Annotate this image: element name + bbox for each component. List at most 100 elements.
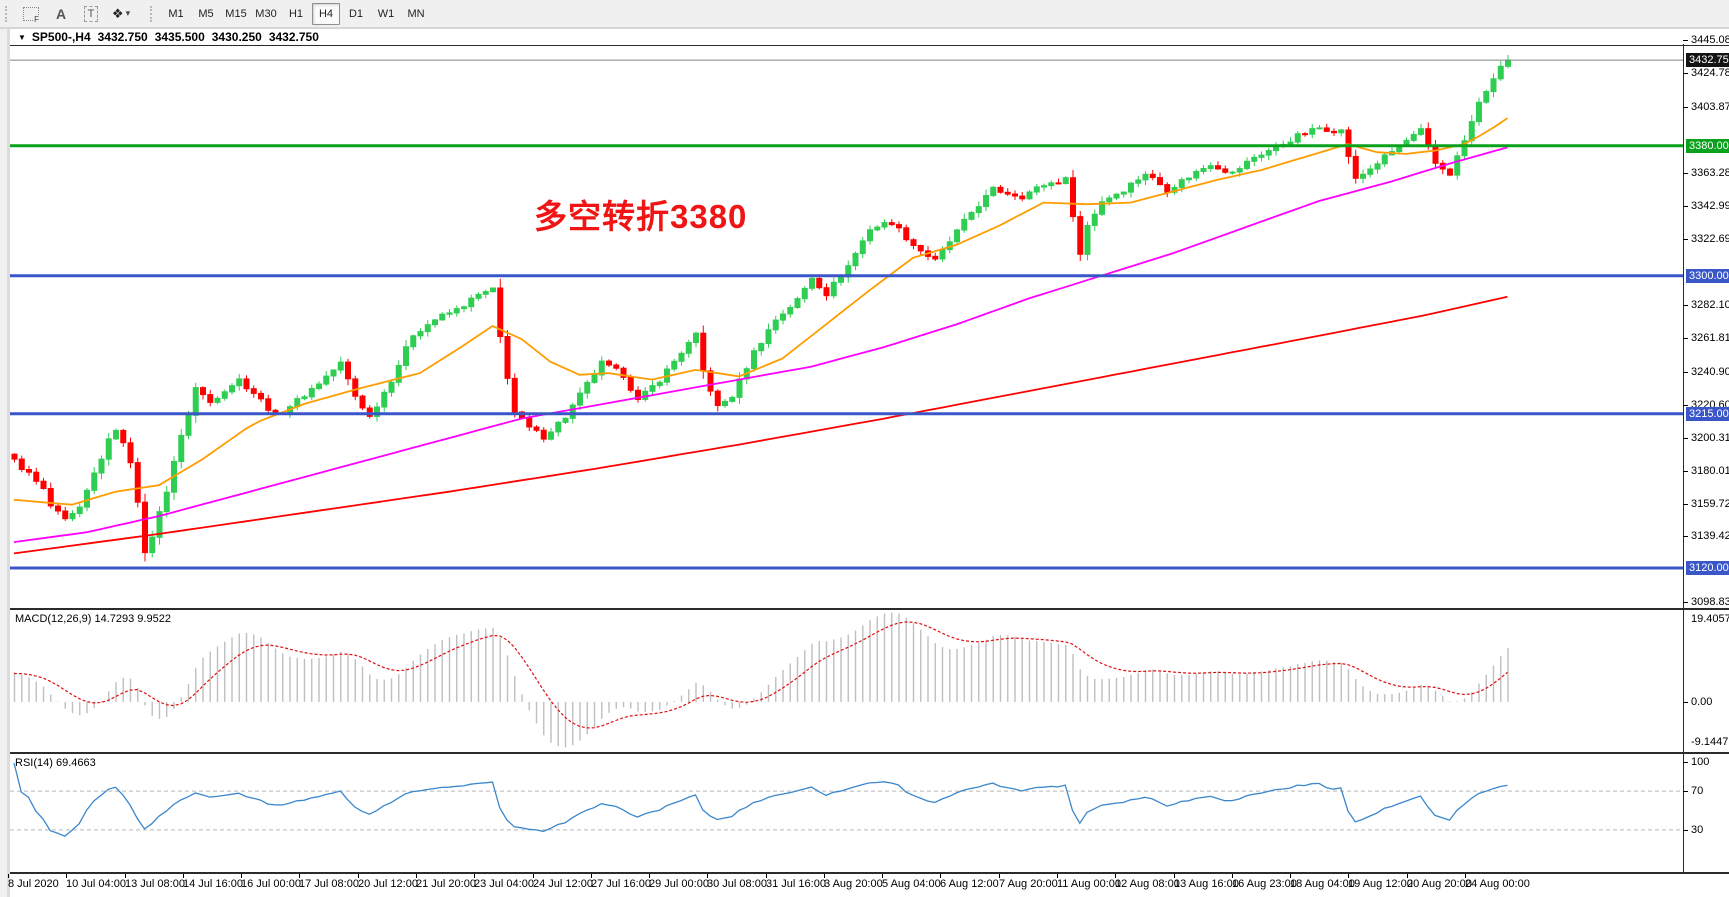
price-axis-label: 3342.990 xyxy=(1691,200,1729,212)
current-price-tag: 3432.750 xyxy=(1686,53,1729,67)
time-axis-label: 24 Aug 00:00 xyxy=(1465,878,1530,890)
timeframe-m5[interactable]: M5 xyxy=(198,7,214,20)
timeframe-m1[interactable]: M1 xyxy=(168,7,184,20)
toolbar-drag-handle[interactable] xyxy=(150,5,156,22)
time-axis-tick xyxy=(1232,874,1233,878)
rsi-axis-tick xyxy=(1683,830,1688,831)
time-axis-label: 7 Aug 20:00 xyxy=(999,878,1058,890)
price-axis-tick xyxy=(1683,536,1688,537)
time-axis-tick xyxy=(416,874,417,878)
time-axis-border xyxy=(10,872,1729,874)
price-axis-tick xyxy=(1683,338,1688,339)
rsi-panel[interactable] xyxy=(10,754,1683,872)
symbol-period-label: SP500-,H4 xyxy=(31,30,91,44)
price-axis-label: 3322.695 xyxy=(1691,233,1729,245)
time-axis-label: 6 Aug 12:00 xyxy=(940,878,999,890)
time-axis-tick xyxy=(882,874,883,878)
level-tag: 3215.000 xyxy=(1686,407,1729,421)
timeframe-m15[interactable]: M15 xyxy=(225,7,247,20)
ma-medium-line xyxy=(13,146,1508,543)
rsi-axis-label: 100 xyxy=(1691,756,1710,768)
time-axis-label: 24 Jul 12:00 xyxy=(533,878,593,890)
time-axis-tick xyxy=(1465,874,1466,878)
high-value: 3435.500 xyxy=(154,30,205,44)
price-axis-tick xyxy=(1683,438,1688,439)
chart-grid-button[interactable]: F xyxy=(19,4,43,24)
price-axis-label: 3139.425 xyxy=(1691,530,1729,542)
time-axis-tick xyxy=(766,874,767,878)
panel-separator[interactable] xyxy=(10,752,1729,754)
timeframe-h4[interactable]: H4 xyxy=(312,2,340,25)
price-axis-tick xyxy=(1683,107,1688,108)
timeframe-w1[interactable]: W1 xyxy=(377,7,395,20)
time-axis-label: 5 Aug 04:00 xyxy=(882,878,941,890)
time-axis xyxy=(10,874,1729,897)
time-axis-label: 3 Aug 20:00 xyxy=(824,878,883,890)
time-axis-tick xyxy=(8,874,9,878)
price-axis-label: 3261.810 xyxy=(1691,332,1729,344)
time-axis-tick xyxy=(707,874,708,878)
level-tag: 3300.000 xyxy=(1686,269,1729,283)
text-box-button[interactable]: T xyxy=(79,4,103,24)
macd-axis-label: 19.4057 xyxy=(1691,613,1729,625)
time-axis-tick xyxy=(591,874,592,878)
time-axis-label: 14 Jul 16:00 xyxy=(183,878,243,890)
rsi-label: RSI(14) 69.4663 xyxy=(15,757,96,769)
ma-slow-line xyxy=(13,295,1508,555)
timeframe-mn[interactable]: MN xyxy=(407,7,425,20)
time-axis-label: 29 Jul 00:00 xyxy=(649,878,709,890)
timeframe-m30[interactable]: M30 xyxy=(255,7,277,20)
macd-signal-line xyxy=(13,621,1508,729)
price-chart[interactable] xyxy=(10,46,1683,608)
low-value: 3430.250 xyxy=(211,30,262,44)
time-axis-label: 23 Jul 04:00 xyxy=(474,878,534,890)
time-axis-tick xyxy=(1057,874,1058,878)
rsi-axis-label: 70 xyxy=(1691,785,1704,797)
time-axis-label: 27 Jul 16:00 xyxy=(591,878,651,890)
price-axis-border xyxy=(1683,44,1684,874)
rsi-axis-label: 30 xyxy=(1691,824,1704,836)
timeframe-h1[interactable]: H1 xyxy=(288,7,304,20)
price-axis-label: 3180.015 xyxy=(1691,465,1729,477)
time-axis-label: 12 Aug 08:00 xyxy=(1115,878,1180,890)
draw-objects-icon: ❖ xyxy=(111,5,124,21)
text-box-icon: T xyxy=(83,5,99,22)
toolbar-drag-handle[interactable] xyxy=(5,5,11,22)
time-axis-label: 16 Aug 23:00 xyxy=(1232,878,1297,890)
candles-group xyxy=(11,55,1511,562)
chart-header: ▼ SP500-,H4 3432.750 3435.500 3430.250 3… xyxy=(10,29,1729,46)
time-axis-label: 31 Jul 16:00 xyxy=(766,878,826,890)
macd-histogram xyxy=(13,612,1509,748)
rsi-axis-tick xyxy=(1683,762,1688,763)
window-divider xyxy=(0,27,1729,29)
time-axis-tick xyxy=(1115,874,1116,878)
time-axis-tick xyxy=(183,874,184,878)
price-axis-tick xyxy=(1683,239,1688,240)
time-axis-label: 11 Aug 00:00 xyxy=(1057,878,1122,890)
rsi-axis-tick xyxy=(1683,791,1688,792)
chevron-down-icon: ▾ xyxy=(125,8,131,18)
price-axis-tick xyxy=(1683,305,1688,306)
level-tag: 3380.000 xyxy=(1686,139,1729,153)
time-axis-tick xyxy=(241,874,242,878)
time-axis-label: 21 Jul 20:00 xyxy=(416,878,476,890)
text-label-button[interactable]: A xyxy=(55,5,67,22)
chart-dropdown-icon[interactable]: ▼ xyxy=(18,32,26,42)
time-axis-label: 8 Jul 2020 xyxy=(8,878,59,890)
macd-panel[interactable] xyxy=(10,610,1683,752)
price-axis-tick xyxy=(1683,372,1688,373)
level-tag: 3120.000 xyxy=(1686,561,1729,575)
macd-axis-label: 0.00 xyxy=(1691,696,1713,708)
panel-separator[interactable] xyxy=(10,608,1729,610)
price-axis-tick xyxy=(1683,73,1688,74)
time-axis-tick xyxy=(1407,874,1408,878)
time-axis-tick xyxy=(474,874,475,878)
time-axis-tick xyxy=(66,874,67,878)
close-value: 3432.750 xyxy=(268,30,319,44)
time-axis-label: 30 Jul 08:00 xyxy=(707,878,767,890)
draw-objects-button[interactable]: ❖ ▾ xyxy=(109,4,133,24)
timeframe-d1[interactable]: D1 xyxy=(348,7,364,20)
time-axis-tick xyxy=(999,874,1000,878)
price-axis-tick xyxy=(1683,602,1688,603)
time-axis-tick xyxy=(358,874,359,878)
